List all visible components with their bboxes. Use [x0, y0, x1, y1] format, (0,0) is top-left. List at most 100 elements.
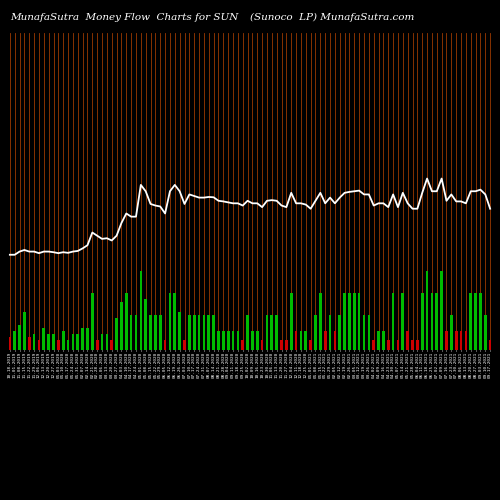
Bar [18, 324, 21, 350]
Bar [295, 331, 298, 350]
Bar [266, 315, 268, 350]
Bar [276, 315, 278, 350]
Bar [159, 315, 162, 350]
Bar [217, 331, 220, 350]
Bar [430, 293, 434, 350]
Bar [358, 293, 360, 350]
Bar [38, 340, 40, 350]
Bar [334, 331, 336, 350]
Bar [455, 331, 458, 350]
Bar [48, 334, 50, 350]
Bar [208, 315, 210, 350]
Bar [140, 270, 142, 350]
Bar [246, 315, 249, 350]
Bar [86, 328, 89, 350]
Bar [72, 334, 74, 350]
Bar [212, 315, 215, 350]
Bar [436, 293, 438, 350]
Bar [270, 315, 273, 350]
Bar [368, 315, 370, 350]
Bar [236, 331, 239, 350]
Bar [222, 331, 224, 350]
Bar [130, 315, 132, 350]
Bar [33, 334, 35, 350]
Bar [290, 293, 292, 350]
Bar [416, 340, 418, 350]
Bar [96, 340, 98, 350]
Bar [174, 293, 176, 350]
Bar [406, 331, 409, 350]
Bar [256, 331, 258, 350]
Bar [52, 334, 55, 350]
Bar [14, 331, 16, 350]
Bar [474, 293, 477, 350]
Bar [460, 331, 462, 350]
Bar [62, 331, 64, 350]
Bar [450, 315, 452, 350]
Bar [188, 315, 190, 350]
Bar [193, 315, 196, 350]
Bar [144, 299, 147, 350]
Bar [377, 331, 380, 350]
Bar [392, 293, 394, 350]
Bar [100, 334, 103, 350]
Bar [149, 315, 152, 350]
Bar [66, 340, 70, 350]
Bar [300, 331, 302, 350]
Bar [115, 318, 118, 350]
Bar [479, 293, 482, 350]
Bar [227, 331, 230, 350]
Bar [470, 293, 472, 350]
Bar [319, 293, 322, 350]
Text: MunafaSutra  Money Flow  Charts for SUN: MunafaSutra Money Flow Charts for SUN [10, 12, 238, 22]
Bar [154, 315, 156, 350]
Bar [280, 340, 283, 350]
Bar [411, 340, 414, 350]
Bar [261, 340, 264, 350]
Bar [251, 331, 254, 350]
Bar [202, 315, 205, 350]
Bar [353, 293, 356, 350]
Bar [134, 315, 138, 350]
Bar [8, 338, 11, 350]
Bar [464, 331, 467, 350]
Bar [110, 340, 113, 350]
Bar [28, 338, 30, 350]
Bar [57, 340, 59, 350]
Bar [484, 315, 486, 350]
Text: (Sunoco  LP) MunafaSutra.com: (Sunoco LP) MunafaSutra.com [250, 12, 414, 22]
Bar [76, 334, 79, 350]
Bar [168, 293, 172, 350]
Bar [372, 340, 375, 350]
Bar [198, 315, 200, 350]
Bar [242, 340, 244, 350]
Bar [120, 302, 123, 350]
Bar [489, 340, 492, 350]
Bar [382, 331, 384, 350]
Bar [421, 293, 424, 350]
Bar [362, 315, 366, 350]
Bar [106, 334, 108, 350]
Bar [426, 270, 428, 350]
Bar [387, 340, 390, 350]
Bar [23, 312, 26, 350]
Bar [328, 315, 332, 350]
Bar [125, 293, 128, 350]
Bar [402, 293, 404, 350]
Bar [164, 340, 166, 350]
Bar [445, 331, 448, 350]
Bar [183, 340, 186, 350]
Bar [314, 315, 317, 350]
Bar [232, 331, 234, 350]
Bar [348, 293, 351, 350]
Bar [440, 270, 443, 350]
Bar [82, 328, 84, 350]
Bar [344, 293, 346, 350]
Bar [396, 340, 400, 350]
Bar [285, 340, 288, 350]
Bar [42, 328, 45, 350]
Bar [304, 331, 307, 350]
Bar [324, 331, 326, 350]
Bar [178, 312, 181, 350]
Bar [338, 315, 341, 350]
